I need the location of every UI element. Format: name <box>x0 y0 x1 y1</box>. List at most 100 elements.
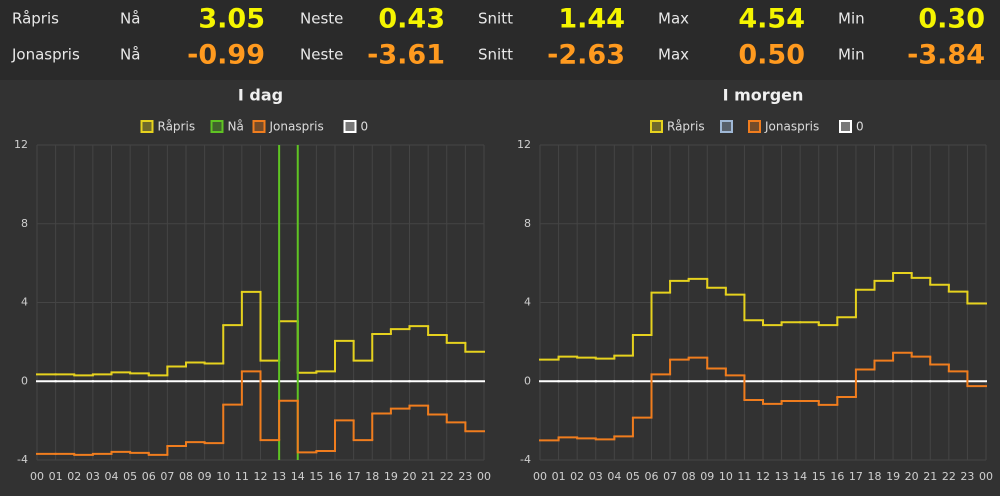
x-tick-label: 02 <box>67 470 81 483</box>
chart-title: I morgen <box>723 86 804 105</box>
x-tick-label: 20 <box>905 470 919 483</box>
x-tick-label: 01 <box>49 470 63 483</box>
y-tick-label: 0 <box>524 374 531 387</box>
legend-label: Jonaspris <box>269 120 324 134</box>
row-label: Jonaspris <box>11 46 80 64</box>
x-tick-label: 16 <box>328 470 342 483</box>
x-tick-label: 00 <box>979 470 993 483</box>
x-tick-label: 06 <box>645 470 659 483</box>
x-tick-label: 22 <box>942 470 956 483</box>
x-tick-label: 04 <box>607 470 621 483</box>
stat-label: Nå <box>120 46 140 64</box>
x-tick-label: 01 <box>552 470 566 483</box>
x-tick-label: 21 <box>421 470 435 483</box>
stat-label: Min <box>838 10 865 28</box>
legend-swatch <box>748 120 761 133</box>
x-tick-label: 15 <box>309 470 323 483</box>
x-tick-label: 07 <box>663 470 677 483</box>
x-tick-label: 08 <box>682 470 696 483</box>
legend-label: Jonaspris <box>764 120 819 134</box>
x-tick-label: 20 <box>403 470 417 483</box>
x-tick-label: 10 <box>216 470 230 483</box>
stat-label: Max <box>658 10 689 28</box>
x-tick-label: 00 <box>30 470 44 483</box>
x-tick-label: 00 <box>477 470 491 483</box>
row-label: Råpris <box>12 10 59 28</box>
legend-swatch <box>650 120 663 133</box>
x-tick-label: 19 <box>886 470 900 483</box>
stat-label: Nå <box>120 10 140 28</box>
legend-label: 0 <box>361 120 369 134</box>
x-tick-label: 17 <box>849 470 863 483</box>
x-tick-label: 08 <box>179 470 193 483</box>
x-tick-label: 14 <box>291 470 305 483</box>
charts-panel <box>0 80 1000 496</box>
x-tick-label: 17 <box>347 470 361 483</box>
stat-value: -0.99 <box>187 40 265 71</box>
chart-title: I dag <box>238 86 283 105</box>
x-tick-label: 13 <box>775 470 789 483</box>
x-tick-label: 19 <box>384 470 398 483</box>
y-tick-label: 4 <box>21 296 28 309</box>
x-tick-label: 05 <box>123 470 137 483</box>
y-tick-label: 4 <box>524 296 531 309</box>
x-tick-label: 09 <box>198 470 212 483</box>
x-tick-label: 13 <box>272 470 286 483</box>
x-tick-label: 18 <box>365 470 379 483</box>
x-tick-label: 11 <box>235 470 249 483</box>
stat-value: 0.30 <box>918 4 985 35</box>
stat-value: -2.63 <box>547 40 625 71</box>
x-tick-label: 09 <box>700 470 714 483</box>
x-tick-label: 21 <box>923 470 937 483</box>
stat-value: -3.84 <box>907 40 985 71</box>
x-tick-label: 23 <box>458 470 472 483</box>
stat-label: Neste <box>300 46 343 64</box>
x-tick-label: 04 <box>105 470 119 483</box>
x-tick-label: 02 <box>570 470 584 483</box>
stat-value: 4.54 <box>738 4 805 35</box>
stat-value: -3.61 <box>367 40 445 71</box>
x-tick-label: 16 <box>830 470 844 483</box>
legend-swatch <box>140 120 154 133</box>
y-tick-label: -4 <box>520 453 531 466</box>
x-tick-label: 07 <box>160 470 174 483</box>
y-tick-label: -4 <box>17 453 28 466</box>
x-tick-label: 05 <box>626 470 640 483</box>
stat-value: 1.44 <box>558 4 625 35</box>
stat-label: Max <box>658 46 689 64</box>
stat-label: Snitt <box>478 46 513 64</box>
x-tick-label: 22 <box>440 470 454 483</box>
x-tick-label: 12 <box>254 470 268 483</box>
legend-label: Råpris <box>667 120 705 134</box>
x-tick-label: 12 <box>756 470 770 483</box>
x-tick-label: 10 <box>719 470 733 483</box>
legend-swatch <box>343 120 357 133</box>
y-tick-label: 12 <box>517 138 531 151</box>
legend-swatch <box>720 120 733 133</box>
x-tick-label: 03 <box>589 470 603 483</box>
stat-value: 3.05 <box>198 4 265 35</box>
stats-panel <box>0 0 1000 80</box>
x-tick-label: 23 <box>960 470 974 483</box>
stat-value: 0.43 <box>378 4 445 35</box>
stat-label: Snitt <box>478 10 513 28</box>
y-tick-label: 0 <box>21 374 28 387</box>
x-tick-label: 06 <box>142 470 156 483</box>
y-tick-label: 8 <box>21 217 28 230</box>
legend-swatch <box>252 120 266 133</box>
legend-label: 0 <box>856 120 864 134</box>
legend-swatch <box>210 120 224 133</box>
x-tick-label: 00 <box>533 470 547 483</box>
x-tick-label: 15 <box>812 470 826 483</box>
x-tick-label: 11 <box>737 470 751 483</box>
legend-label: Nå <box>228 120 244 134</box>
x-tick-label: 03 <box>86 470 100 483</box>
stat-label: Neste <box>300 10 343 28</box>
legend-label: Råpris <box>158 120 196 134</box>
stat-value: 0.50 <box>738 40 805 71</box>
legend-swatch <box>839 120 852 133</box>
x-tick-label: 18 <box>868 470 882 483</box>
x-tick-label: 14 <box>793 470 807 483</box>
y-tick-label: 12 <box>14 138 28 151</box>
